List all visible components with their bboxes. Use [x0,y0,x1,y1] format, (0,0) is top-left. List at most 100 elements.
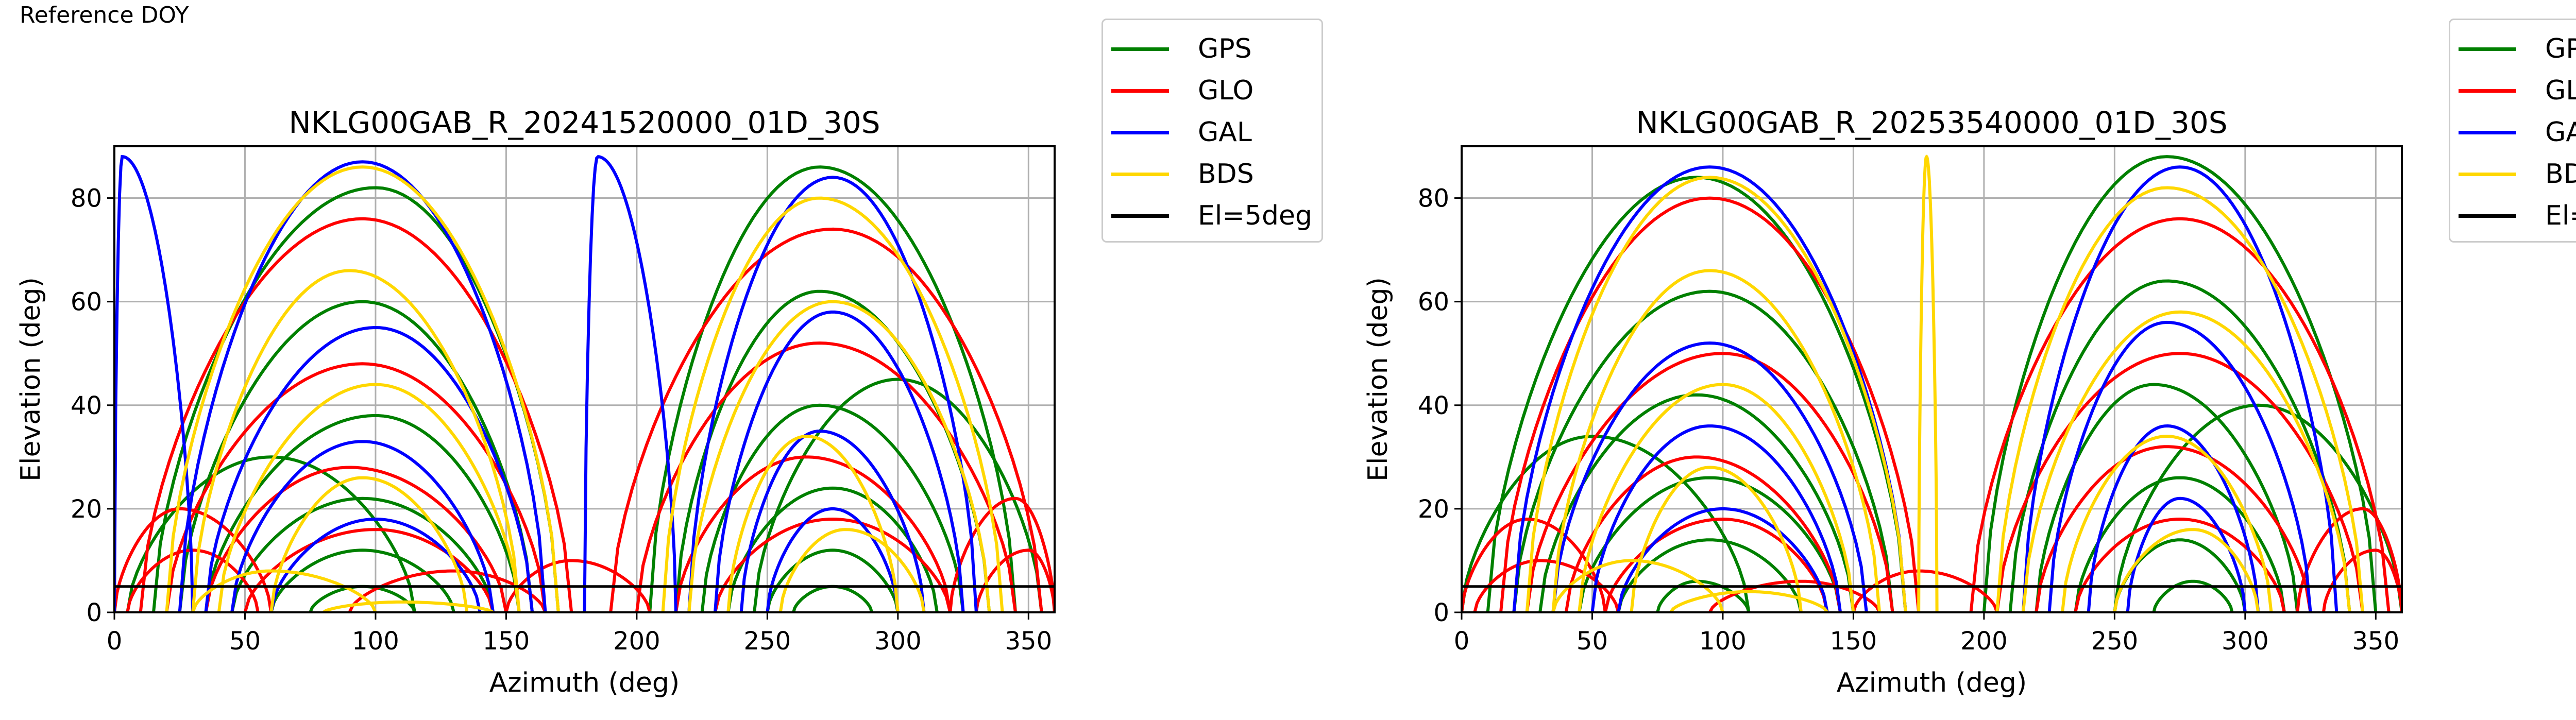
track-glo [1473,559,1620,612]
legend-label-glo: GLO [2545,75,2576,106]
track-bds [2061,435,2273,612]
legend-item-bds: BDS [2459,159,2576,190]
legend-swatch-bds [2459,172,2516,176]
track-gal [269,517,482,612]
legend-item-glo: GLO [1111,75,1253,106]
legend-item-bds: BDS [1111,159,1254,190]
track-bds [1630,466,1803,612]
x-tick-label: 350 [2352,627,2399,656]
track-gps [309,585,416,612]
legend-left: GPS GLO GAL BDS El=5deg [1101,19,1323,243]
track-gal [739,430,926,612]
legend-item-cutoff: El=5deg [1111,200,1312,231]
track-bds [2021,310,2351,612]
track-glo [1525,352,1894,612]
track-glo [504,559,652,612]
legend-label-gps: GPS [2545,33,2576,64]
track-glo [974,548,1055,612]
legend-label-glo: GLO [1198,75,1254,106]
track-glo [948,496,1055,612]
chart-panel-0: 0 50 100 150 200 250 300 350 0 20 40 60 80 NKLG00GAB_… [15,105,1056,698]
track-bds [1525,176,1907,612]
track-gps [726,486,939,612]
track-gal [178,160,547,612]
track-bds [322,600,494,612]
track-glo [2296,507,2402,612]
y-axis-label: Elevation (deg) [15,277,46,482]
track-gps [2008,279,2351,612]
track-gps [2152,579,2234,612]
x-tick-label: 150 [483,627,530,656]
x-axis-label: Azimuth (deg) [1837,667,2027,698]
legend-swatch-gps [2459,47,2516,51]
track-gal [687,176,978,612]
x-axis-label: Azimuth (deg) [489,667,680,698]
track-gal [1551,341,1868,612]
legend-item-gps: GPS [1111,33,1252,64]
legend-swatch-bds [1111,172,1169,176]
legend-swatch-glo [1111,89,1169,93]
track-gps [2113,403,2402,612]
x-tick-label: 350 [1005,627,1052,656]
track-gps [1538,393,1855,612]
track-gal [583,155,677,612]
track-bds [1578,383,1855,612]
track-gps [1578,476,1842,612]
track-glo [204,466,508,612]
track-gps [1982,155,2378,612]
track-gps [178,300,534,612]
y-tick-label: 60 [71,288,102,317]
track-bds [2113,528,2260,612]
legend-item-glo: GLO [2459,75,2576,106]
track-gps [1617,538,1803,612]
track-gps [1512,289,1894,612]
y-tick-label: 40 [71,391,102,420]
track-bds [165,165,560,612]
tracks-group [1462,155,2402,612]
x-tick-label: 50 [229,627,261,656]
y-tick-label: 40 [1418,391,1449,420]
track-gps [230,496,495,612]
track-glo [126,548,260,612]
track-bds [726,435,900,612]
track-bds [1995,186,2364,612]
track-gal [1512,165,1907,612]
figure-label: Reference DOY [20,2,189,28]
legend-label-bds: BDS [1198,159,1254,190]
track-gps [269,548,455,612]
x-tick-label: 100 [352,627,399,656]
y-tick-label: 80 [71,184,102,213]
track-bds [1551,559,1724,612]
track-glo [1995,352,2364,612]
track-glo [114,507,273,612]
chart-title: NKLG00GAB_R_20253540000_01D_30S [1636,105,2227,140]
track-glo [165,362,547,612]
x-tick-label: 300 [2222,627,2269,656]
track-gal [1590,424,1842,612]
legend-swatch-gps [1111,47,1169,51]
track-gps [2035,383,2299,612]
x-tick-label: 0 [1454,627,1470,656]
legend-item-gal: GAL [1111,117,1252,148]
track-glo [1969,217,2391,612]
track-gps [1486,176,1907,612]
track-bds [1551,269,1882,612]
y-tick-label: 60 [1418,288,1449,317]
x-tick-label: 100 [1699,627,1747,656]
legend-label-gal: GAL [2545,117,2576,148]
track-gps [700,403,965,612]
y-tick-label: 20 [71,495,102,524]
y-tick-label: 20 [1418,495,1449,524]
legend-item-gps: GPS [2459,33,2576,64]
track-bds [1917,155,1939,612]
track-gal [2047,320,2312,612]
x-tick-label: 200 [613,627,660,656]
track-bds [687,300,991,612]
track-gal [2087,424,2260,612]
legend-label-gps: GPS [1198,33,1252,64]
y-tick-label: 0 [1433,598,1449,627]
track-glo [609,227,1043,612]
y-tick-label: 80 [1418,184,1449,213]
axes-frame [113,145,1056,613]
